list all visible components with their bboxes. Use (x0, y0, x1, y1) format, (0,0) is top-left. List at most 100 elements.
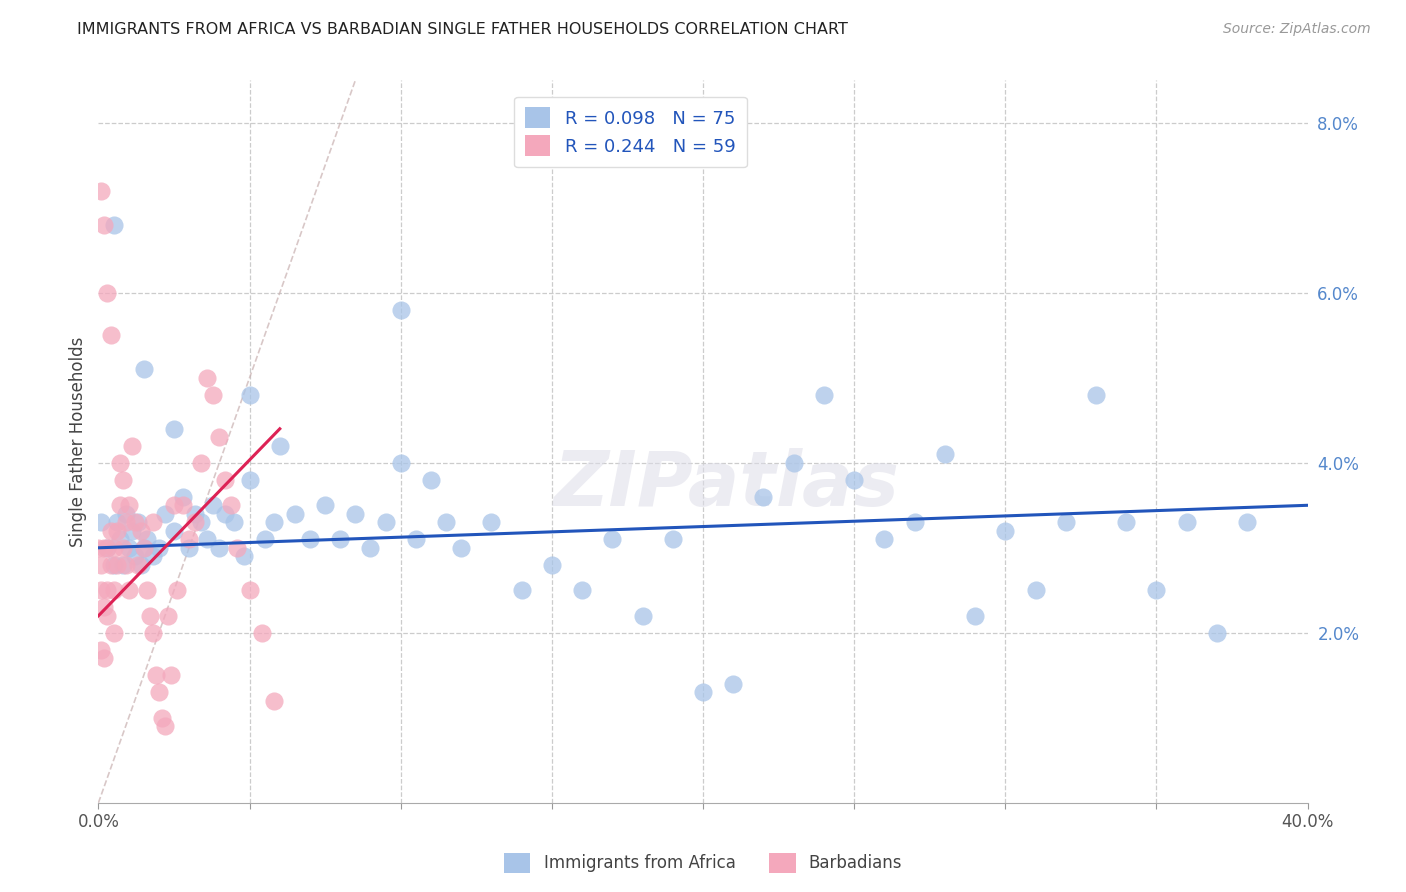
Point (202, 498, 225, 512)
Point (190, 456, 212, 470)
Point (118, 583, 141, 598)
Point (904, 516, 927, 530)
Point (150, 711, 173, 725)
Point (96, 608, 118, 623)
Point (190, 516, 212, 530)
Point (139, 608, 162, 623)
Point (103, 583, 125, 598)
Point (195, 533, 218, 547)
Point (111, 541, 134, 555)
Point (103, 558, 125, 572)
Point (121, 524, 143, 538)
Point (96, 583, 118, 598)
Point (844, 473, 866, 487)
Point (90, 583, 112, 598)
Point (195, 371, 218, 385)
Point (179, 533, 201, 547)
Point (692, 685, 714, 699)
Point (934, 447, 956, 461)
Point (299, 533, 322, 547)
Point (184, 507, 207, 521)
Text: IMMIGRANTS FROM AFRICA VS BARBADIAN SINGLE FATHER HOUSEHOLDS CORRELATION CHART: IMMIGRANTS FROM AFRICA VS BARBADIAN SING… (77, 22, 848, 37)
Point (87, 541, 110, 555)
Point (90, 642, 112, 657)
Point (118, 498, 141, 512)
Point (224, 516, 246, 530)
Point (135, 583, 157, 598)
Point (1144, 583, 1167, 598)
Point (752, 490, 775, 504)
Point (93, 600, 115, 615)
Point (250, 625, 273, 640)
Point (108, 533, 131, 547)
Point (965, 608, 987, 623)
Point (723, 677, 745, 691)
Point (108, 456, 131, 470)
Point (1085, 388, 1108, 402)
Point (127, 516, 149, 530)
Point (631, 608, 654, 623)
Point (1175, 516, 1198, 530)
Point (90, 516, 112, 530)
Point (114, 558, 136, 572)
Point (108, 498, 131, 512)
Point (374, 516, 396, 530)
Point (163, 498, 186, 512)
Point (118, 541, 141, 555)
Point (129, 558, 152, 572)
Point (132, 362, 155, 376)
Point (434, 516, 457, 530)
Point (602, 533, 624, 547)
Point (510, 583, 533, 598)
Point (148, 541, 170, 555)
Point (994, 524, 1017, 538)
Point (124, 516, 146, 530)
Point (100, 524, 122, 538)
Point (103, 625, 125, 640)
Point (132, 541, 155, 555)
Point (314, 498, 336, 512)
Point (121, 439, 143, 453)
Point (114, 516, 136, 530)
Point (1206, 625, 1229, 640)
Point (263, 694, 285, 708)
Point (481, 516, 503, 530)
Point (263, 516, 285, 530)
Point (111, 473, 134, 487)
Y-axis label: Single Father Households: Single Father Households (69, 336, 87, 547)
Point (172, 490, 194, 504)
Point (166, 583, 188, 598)
Point (90, 184, 112, 198)
Point (111, 558, 134, 572)
Point (214, 473, 236, 487)
Point (1236, 516, 1258, 530)
Point (1115, 516, 1137, 530)
Point (145, 668, 167, 682)
Point (284, 507, 307, 521)
Point (93, 218, 115, 232)
Point (172, 498, 194, 512)
Point (329, 533, 352, 547)
Point (221, 498, 243, 512)
Point (1054, 516, 1077, 530)
Point (160, 668, 183, 682)
Point (1024, 583, 1046, 598)
Point (105, 558, 128, 572)
Legend: R = 0.098   N = 75, R = 0.244   N = 59: R = 0.098 N = 75, R = 0.244 N = 59 (515, 96, 747, 167)
Point (179, 541, 201, 555)
Point (239, 583, 262, 598)
Point (253, 533, 276, 547)
Point (142, 516, 165, 530)
Point (239, 473, 262, 487)
Point (873, 533, 896, 547)
Point (360, 541, 382, 555)
Text: ZIPatlas: ZIPatlas (554, 448, 900, 522)
Point (344, 507, 367, 521)
Point (232, 549, 254, 564)
Point (450, 541, 472, 555)
Point (420, 473, 443, 487)
Point (100, 328, 122, 343)
Point (148, 685, 170, 699)
Point (269, 439, 291, 453)
Point (153, 719, 176, 733)
